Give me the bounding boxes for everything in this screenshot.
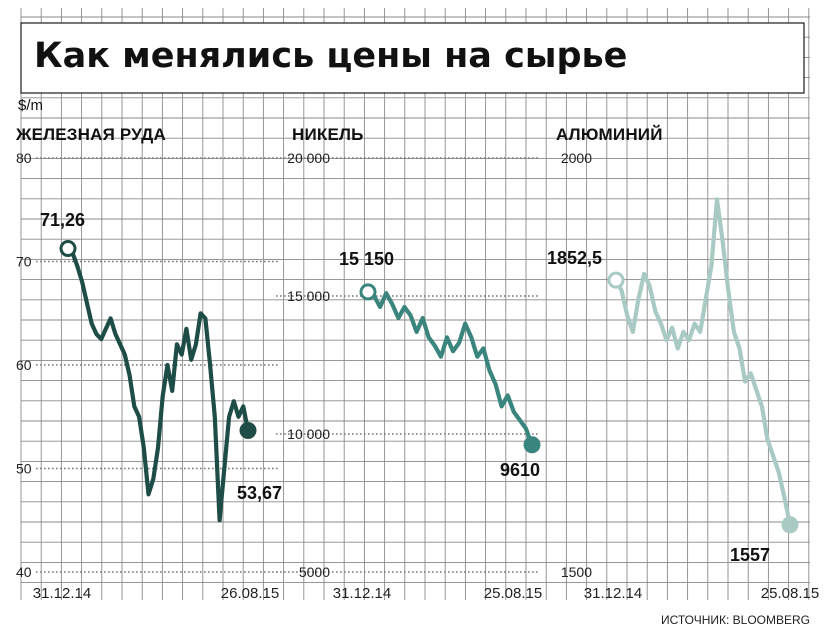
end-value-label: 53,67 <box>237 483 282 503</box>
start-value-label: 15 150 <box>339 249 394 269</box>
grid <box>20 8 810 600</box>
y-tick-label: 70 <box>16 254 32 270</box>
x-tick-label: 25.08.15 <box>484 585 542 602</box>
unit-label: $/m <box>18 97 43 114</box>
panel-title: НИКЕЛЬ <box>292 125 364 144</box>
y-tick-label: 5000 <box>299 564 330 580</box>
series-line <box>365 289 535 447</box>
y-tick-label: 80 <box>16 150 32 166</box>
end-value-label: 9610 <box>500 460 540 480</box>
y-tick-label: 1500 <box>561 564 592 580</box>
start-point <box>359 283 377 301</box>
y-tick-label: 10 000 <box>287 426 330 442</box>
y-tick-label: 60 <box>16 357 32 373</box>
x-tick-label: 25.08.15 <box>761 585 819 602</box>
x-tick-label: 31.12.14 <box>33 585 91 602</box>
start-value-label: 71,26 <box>40 210 85 230</box>
chart-title: Как менялись цены на сырье <box>34 36 627 76</box>
y-tick-label: 20 000 <box>287 150 330 166</box>
panel-2: НИКЕЛЬ 5000 10 000 15 000 20 000 31.12.14 25.0… <box>276 125 542 602</box>
start-value-label: 1852,5 <box>547 248 602 268</box>
end-point <box>523 436 541 454</box>
panel-title: АЛЮМИНИЙ <box>556 125 663 144</box>
y-tick-label: 2000 <box>561 150 592 166</box>
panel-3: АЛЮМИНИЙ 1500 2000 31.12.14 25.08.15 1852,5 15… <box>547 125 819 602</box>
source-note: ИСТОЧНИК: BLOOMBERG <box>661 613 810 627</box>
end-point <box>239 422 257 440</box>
end-value-label: 1557 <box>730 545 770 565</box>
y-tick-label: 50 <box>16 461 32 477</box>
title-box <box>20 22 805 94</box>
x-tick-label: 26.08.15 <box>221 585 279 602</box>
x-tick-label: 31.12.14 <box>333 585 391 602</box>
start-point <box>607 271 625 289</box>
y-tick-label: 15 000 <box>287 288 330 304</box>
panel-title: ЖЕЛЕЗНАЯ РУДА <box>15 125 166 144</box>
x-tick-label: 31.12.14 <box>584 585 642 602</box>
panel-1: ЖЕЛЕЗНАЯ РУДА 40 50 60 70 80 31.12.14 26.08.15 7… <box>15 125 282 602</box>
panels: ЖЕЛЕЗНАЯ РУДА 40 50 60 70 80 31.12.14 26.08.15 7… <box>15 125 819 602</box>
y-tick-label: 40 <box>16 564 32 580</box>
end-point <box>781 516 799 534</box>
series-line <box>65 246 251 523</box>
start-point <box>59 239 77 257</box>
series-line <box>613 197 793 527</box>
